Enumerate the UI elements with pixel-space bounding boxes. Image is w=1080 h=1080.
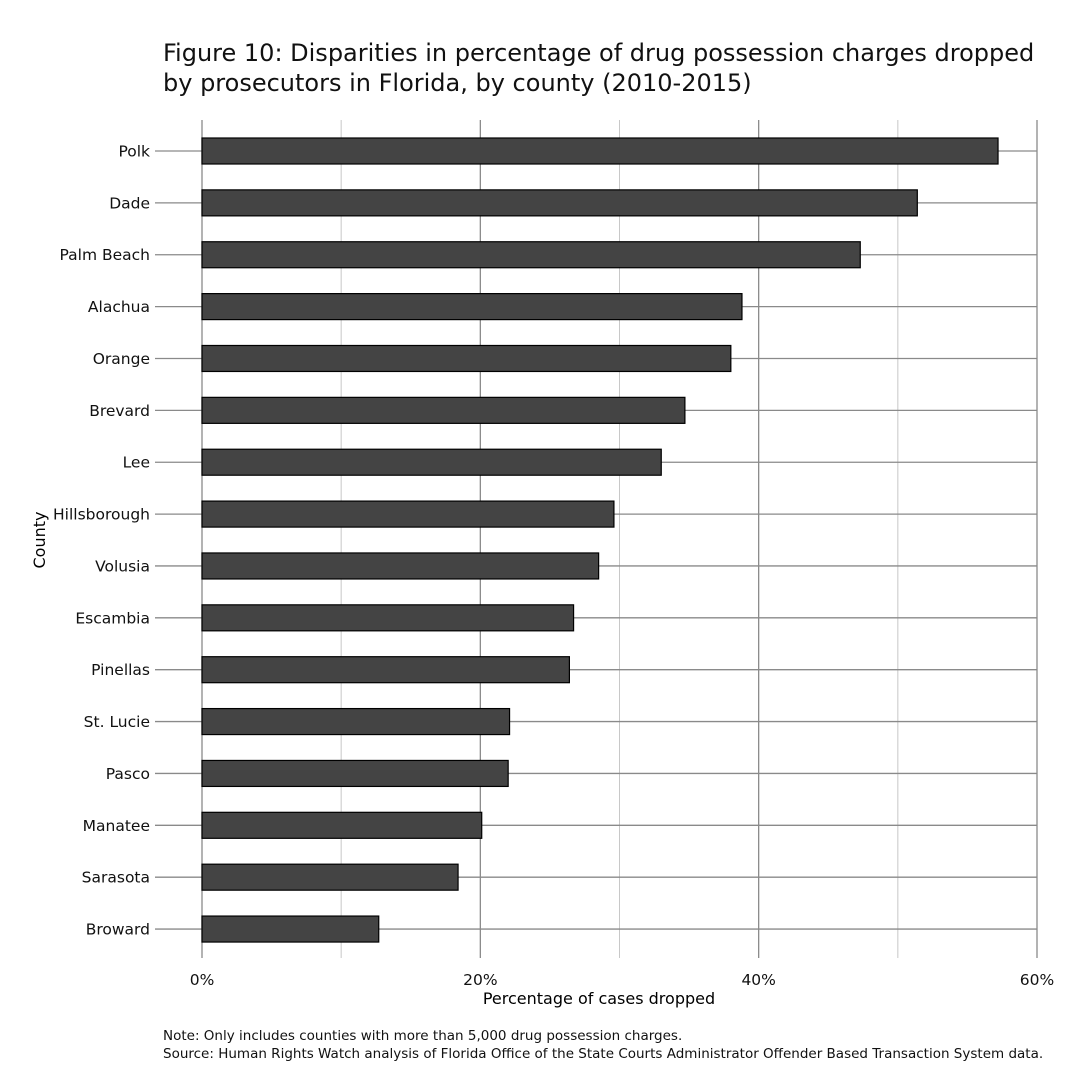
y-tick-label: Escambia xyxy=(75,609,150,627)
chart-title: Figure 10: Disparities in percentage of … xyxy=(163,39,1035,97)
y-tick-label: Hillsborough xyxy=(53,506,150,524)
bar-hillsborough xyxy=(201,500,615,528)
x-tick-label: 60% xyxy=(1020,971,1054,989)
x-axis-label: Percentage of cases dropped xyxy=(483,989,715,1008)
y-tick-label: Alachua xyxy=(88,298,150,316)
bar-orange xyxy=(201,344,732,373)
x-tick-label: 0% xyxy=(190,971,215,989)
bar-dade xyxy=(201,189,918,217)
y-tick-label: Pinellas xyxy=(91,661,150,679)
bar-pinellas xyxy=(201,656,570,684)
y-tick-label: Volusia xyxy=(95,557,150,575)
y-tick-label: Pasco xyxy=(106,765,150,783)
notes: Note: Only includes counties with more t… xyxy=(163,1027,1043,1063)
bar-manatee xyxy=(201,811,483,839)
bar-polk xyxy=(201,137,999,165)
note-text: Note: Only includes counties with more t… xyxy=(163,1028,683,1044)
y-tick-label: Polk xyxy=(118,143,150,161)
bar-volusia xyxy=(201,552,600,580)
x-tick-label: 20% xyxy=(463,971,497,989)
bar-escambia xyxy=(201,604,575,632)
bar-pasco xyxy=(201,759,509,788)
bar-sarasota xyxy=(201,863,459,891)
y-tick-label: Palm Beach xyxy=(60,246,151,264)
y-tick-label: St. Lucie xyxy=(84,713,150,731)
bar-st-lucie xyxy=(201,707,511,736)
y-tick-label: Broward xyxy=(86,921,150,939)
bar-palm-beach xyxy=(201,241,861,269)
bar-lee xyxy=(201,448,662,476)
source-text: Source: Human Rights Watch analysis of F… xyxy=(163,1046,1044,1062)
y-tick-label: Brevard xyxy=(89,402,150,420)
x-tick-label: 40% xyxy=(741,971,775,989)
y-tick-label: Sarasota xyxy=(82,869,150,887)
y-tick-label: Orange xyxy=(93,350,150,368)
y-tick-label: Manatee xyxy=(83,817,150,835)
y-tick-label: Dade xyxy=(109,194,150,212)
bar-broward xyxy=(201,915,380,943)
y-axis-label: County xyxy=(30,512,49,569)
bar-brevard xyxy=(201,396,686,424)
y-tick-label: Lee xyxy=(123,454,150,472)
bar-alachua xyxy=(201,293,743,321)
